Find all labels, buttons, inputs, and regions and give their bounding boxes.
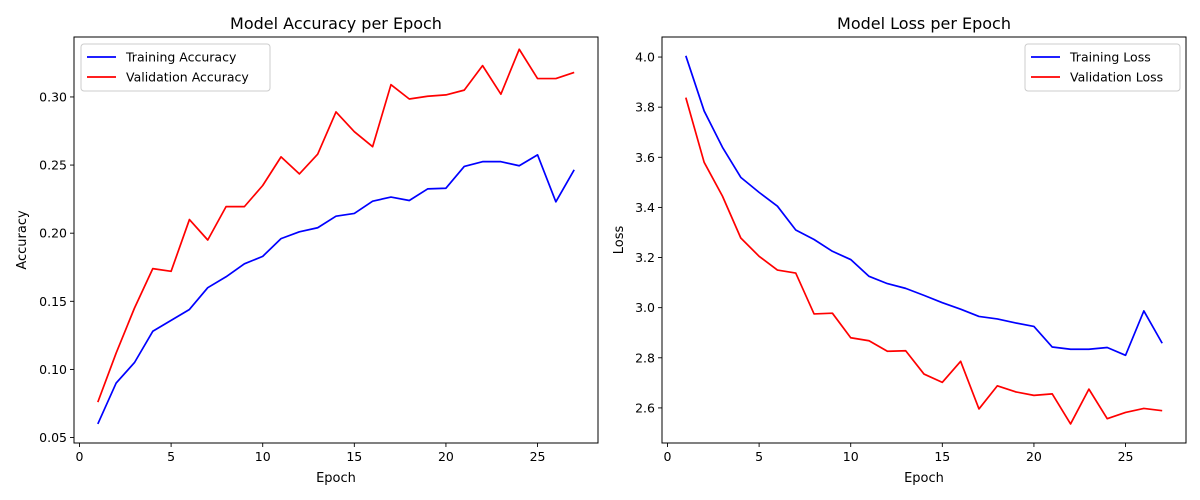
loss-y-tick-label: 3.4: [635, 200, 655, 215]
accuracy-series-layer: [97, 48, 575, 425]
accuracy-y-tick-label: 0.25: [39, 158, 67, 173]
loss-y-tick-label: 3.6: [635, 150, 655, 165]
loss-x-tick-label: 5: [755, 449, 763, 464]
legend-label-validation-accuracy: Validation Accuracy: [126, 70, 249, 85]
accuracy-x-tick-label: 15: [346, 449, 362, 464]
accuracy-y-tick-label: 0.20: [39, 226, 67, 241]
accuracy-ticks-layer: 0 5 10 15 20 25 0.05 0.10 0.15 0.20 0.25 0.30: [39, 89, 545, 464]
accuracy-chart: Model Accuracy per Epoch 0 5 10 15 20 250.050…: [15, 14, 599, 486]
accuracy-legend-frame: [80, 43, 271, 92]
legend-label-validation-loss: Validation Loss: [1070, 70, 1163, 85]
series-line-training-accuracy: [97, 154, 575, 425]
loss-legend-frame: [1024, 43, 1181, 92]
series-line-validation-accuracy: [97, 48, 575, 403]
series-line-training-loss: [685, 55, 1163, 357]
accuracy-x-tick-label: 20: [438, 449, 454, 464]
accuracy-y-axis-label: Accuracy: [15, 210, 30, 270]
loss-x-tick-label: 25: [1118, 449, 1134, 464]
accuracy-y-tick-label: 0.10: [39, 362, 67, 377]
accuracy-x-axis-label: Epoch: [316, 471, 356, 486]
accuracy-x-tick-label: 5: [167, 449, 175, 464]
loss-series-layer: [685, 55, 1163, 425]
loss-ticks-layer: 0 5 10 15 20 25 2.6 2.8 3.0 3.2 3.4 3.6 3.8 4.0: [635, 50, 1133, 464]
loss-y-tick-label: 2.6: [635, 400, 655, 415]
loss-y-tick-label: 4.0: [635, 50, 655, 65]
loss-y-tick-label: 3.0: [635, 300, 655, 315]
loss-x-tick-label: 10: [843, 449, 859, 464]
accuracy-y-tick-label: 0.05: [39, 430, 67, 445]
loss-y-tick-label: 2.8: [635, 350, 655, 365]
series-line-validation-loss: [685, 97, 1163, 425]
loss-x-tick-label: 20: [1026, 449, 1042, 464]
accuracy-y-tick-label: 0.15: [39, 294, 67, 309]
accuracy-legend: Training Accuracy Validation Accuracy: [80, 43, 271, 92]
loss-x-axis-label: Epoch: [904, 471, 944, 486]
loss-y-tick-label: 3.2: [635, 250, 655, 265]
loss-x-tick-label: 15: [934, 449, 950, 464]
loss-legend: Training Loss Validation Loss: [1024, 43, 1181, 92]
accuracy-y-tick-label: 0.30: [39, 89, 67, 104]
accuracy-x-tick-label: 25: [530, 449, 546, 464]
accuracy-x-tick-label: 0: [76, 449, 84, 464]
accuracy-x-tick-label: 10: [255, 449, 271, 464]
loss-plot-frame: [661, 36, 1187, 444]
legend-label-training-loss: Training Loss: [1069, 50, 1151, 65]
accuracy-chart-title: Model Accuracy per Epoch: [230, 14, 442, 33]
loss-y-axis-label: Loss: [612, 226, 627, 255]
legend-label-training-accuracy: Training Accuracy: [125, 50, 237, 65]
loss-x-tick-label: 0: [664, 449, 672, 464]
accuracy-plot-frame: [73, 36, 599, 444]
loss-chart: Model Loss per Epoch 0 5 10 15 20 25 2.6 2.8 3.0…: [612, 14, 1187, 486]
loss-chart-title: Model Loss per Epoch: [837, 14, 1011, 33]
loss-y-tick-label: 3.8: [635, 100, 655, 115]
